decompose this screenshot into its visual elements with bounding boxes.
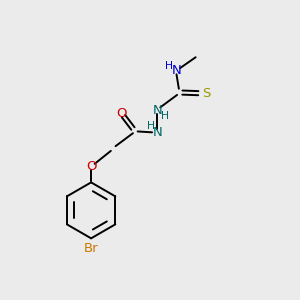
Text: H: H [147,121,155,131]
Text: H: H [165,61,173,71]
Text: N: N [152,126,162,139]
Text: S: S [202,87,211,100]
Text: O: O [86,160,96,173]
Text: N: N [152,104,162,117]
Text: O: O [116,107,126,120]
Text: Br: Br [84,242,98,255]
Text: H: H [161,111,169,121]
Text: N: N [172,64,182,77]
